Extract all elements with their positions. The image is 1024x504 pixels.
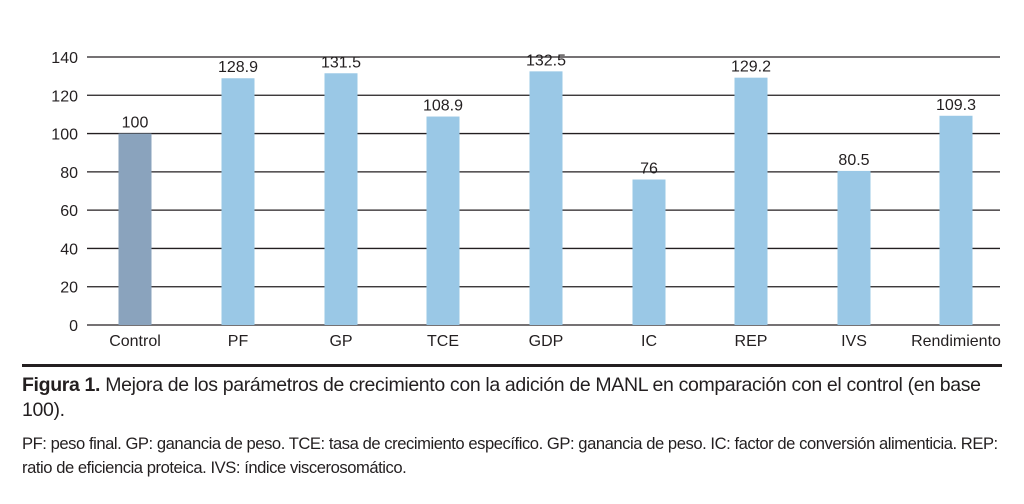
bar-value-labels: 100 128.9 131.5 108.9 132.5 76 129.2 80.5 109.3: [122, 52, 976, 177]
y-tick-label: 140: [51, 50, 78, 67]
x-tick-label: REP: [735, 333, 768, 350]
x-axis-category-labels: Control PF GP TCE GDP IC REP IVS Rendimiento: [109, 333, 1001, 350]
y-tick-label: 80: [60, 165, 78, 182]
value-label: 131.5: [321, 54, 361, 71]
y-tick-label: 40: [60, 241, 78, 258]
figure-label: Figura 1.: [22, 374, 101, 396]
bar-ivs: [837, 170, 871, 325]
bar-tce: [426, 116, 460, 325]
bar-pf: [221, 78, 255, 326]
x-tick-label: TCE: [427, 333, 459, 350]
x-tick-label: Control: [109, 333, 161, 350]
value-label: 80.5: [838, 152, 869, 169]
value-label: 128.9: [218, 59, 258, 76]
value-label: 76: [640, 161, 658, 178]
bar-chart: 0 20 40 60 80 100 120 140 Control PF GP TCE GDP IC RE…: [51, 50, 1001, 350]
y-tick-label: 0: [69, 318, 78, 335]
bar-rep: [734, 77, 768, 325]
caption-divider: [22, 364, 1002, 367]
y-axis-tick-labels: 0 20 40 60 80 100 120 140: [51, 50, 78, 335]
bar-gdp: [529, 71, 563, 325]
y-tick-label: 100: [51, 127, 78, 144]
value-label: 129.2: [731, 59, 771, 76]
bar-rendimiento: [939, 115, 973, 325]
value-label: 109.3: [936, 97, 976, 114]
value-label: 132.5: [526, 52, 566, 69]
x-tick-label: Rendimiento: [911, 333, 1001, 350]
figure-abbreviation-notes: PF: peso final. GP: ganancia de peso. TC…: [22, 434, 998, 477]
bar-ic: [632, 179, 666, 325]
x-tick-label: IC: [641, 333, 657, 350]
x-tick-label: GP: [329, 333, 352, 350]
y-tick-label: 120: [51, 88, 78, 105]
y-tick-label: 60: [60, 203, 78, 220]
x-tick-label: IVS: [841, 333, 867, 350]
y-tick-label: 20: [60, 280, 78, 297]
value-label: 108.9: [423, 98, 463, 115]
figure-caption: Figura 1. Mejora de los parámetros de cr…: [22, 373, 1007, 423]
x-tick-label: PF: [228, 333, 249, 350]
figure-caption-text: Mejora de los parámetros de crecimiento …: [22, 374, 981, 421]
bar-control: [118, 133, 152, 325]
value-label: 100: [122, 115, 149, 132]
bar-gp: [324, 73, 358, 326]
bars: [118, 71, 973, 326]
x-tick-label: GDP: [529, 333, 564, 350]
